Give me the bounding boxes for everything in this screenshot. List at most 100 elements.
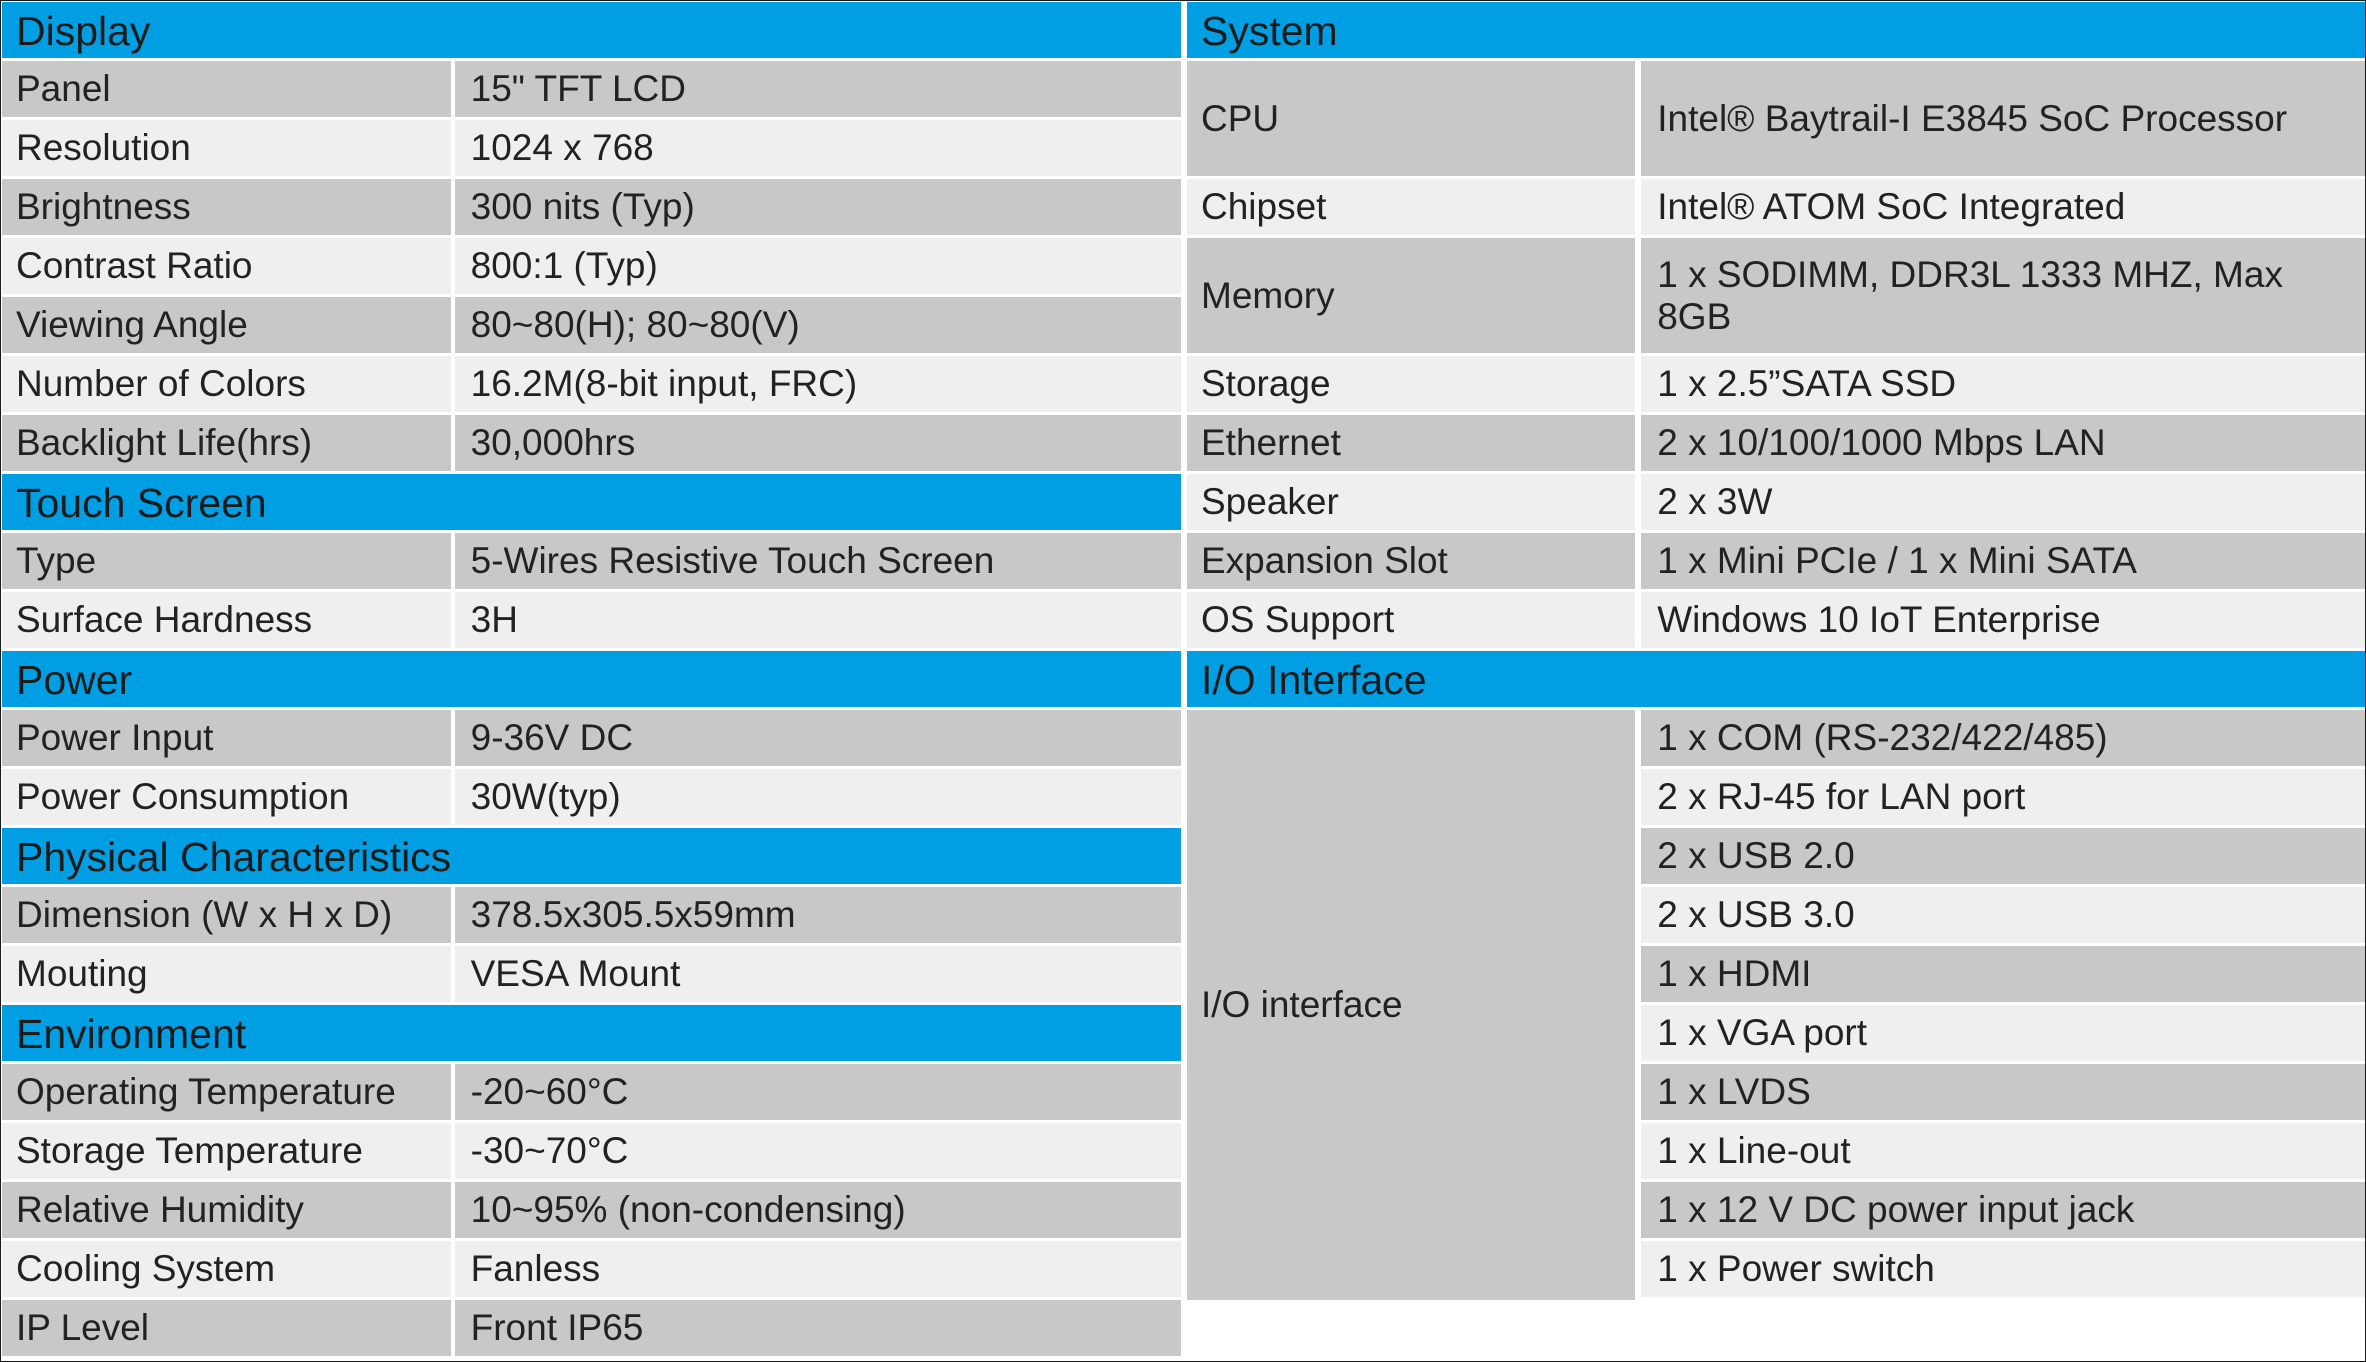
spec-row-ethernet: Ethernet 2 x 10/100/1000 Mbps LAN	[1187, 415, 2365, 471]
spec-row-number-of-colors: Number of Colors 16.2M(8-bit input, FRC)	[2, 356, 1181, 412]
spec-value: 30,000hrs	[454, 415, 1181, 471]
spec-row-brightness: Brightness 300 nits (Typ)	[2, 179, 1181, 235]
spec-row-dimension: Dimension (W x H x D) 378.5x305.5x59mm	[2, 887, 1181, 943]
io-item: 2 x RJ-45 for LAN port	[1641, 769, 2365, 825]
spec-value: 1 x SODIMM, DDR3L 1333 MHZ, Max 8GB	[1641, 238, 2365, 353]
spec-label: Surface Hardness	[2, 592, 451, 648]
spec-value: 2 x 10/100/1000 Mbps LAN	[1641, 415, 2365, 471]
io-item: 1 x LVDS	[1641, 1064, 2365, 1120]
spec-value: Intel® Baytrail-I E3845 SoC Processor	[1641, 61, 2365, 176]
spec-row-chipset: Chipset Intel® ATOM SoC Integrated	[1187, 179, 2365, 235]
spec-row-ip-level: IP Level Front IP65	[2, 1300, 1181, 1356]
spec-label: Speaker	[1187, 474, 1636, 530]
spec-value: -30~70°C	[454, 1123, 1181, 1179]
spec-label: Viewing Angle	[2, 297, 451, 353]
spec-row-speaker: Speaker 2 x 3W	[1187, 474, 2365, 530]
spec-label: CPU	[1187, 61, 1636, 176]
spec-row-memory: Memory 1 x SODIMM, DDR3L 1333 MHZ, Max 8…	[1187, 238, 2365, 353]
io-interface-label: I/O interface	[1187, 710, 1636, 1300]
spec-value: 5-Wires Resistive Touch Screen	[454, 533, 1181, 589]
spec-value: 1 x 2.5”SATA SSD	[1641, 356, 2365, 412]
spec-value: 16.2M(8-bit input, FRC)	[454, 356, 1181, 412]
spec-label: IP Level	[2, 1300, 451, 1356]
io-item: 1 x 12 V DC power input jack	[1641, 1182, 2365, 1238]
spec-value: 800:1 (Typ)	[454, 238, 1181, 294]
section-header-io-interface: I/O Interface	[1187, 651, 2365, 707]
spec-row-cooling-system: Cooling System Fanless	[2, 1241, 1181, 1297]
spec-value: -20~60°C	[454, 1064, 1181, 1120]
spec-value: Intel® ATOM SoC Integrated	[1641, 179, 2365, 235]
spec-row-operating-temperature: Operating Temperature -20~60°C	[2, 1064, 1181, 1120]
spec-label: Panel	[2, 61, 451, 117]
spec-value: Fanless	[454, 1241, 1181, 1297]
spec-row-power-input: Power Input 9-36V DC	[2, 710, 1181, 766]
io-item: 1 x VGA port	[1641, 1005, 2365, 1061]
section-header-display: Display	[2, 2, 1181, 58]
spec-label: Storage	[1187, 356, 1636, 412]
spec-label: Dimension (W x H x D)	[2, 887, 451, 943]
spec-label: Brightness	[2, 179, 451, 235]
io-item: 1 x COM (RS-232/422/485)	[1641, 710, 2365, 766]
section-header-touch-screen: Touch Screen	[2, 474, 1181, 530]
spec-row-expansion-slot: Expansion Slot 1 x Mini PCIe / 1 x Mini …	[1187, 533, 2365, 589]
section-header-power: Power	[2, 651, 1181, 707]
spec-value: Front IP65	[454, 1300, 1181, 1356]
io-interface-block: I/O interface 1 x COM (RS-232/422/485) 2…	[1187, 710, 2365, 1300]
spec-value: 2 x 3W	[1641, 474, 2365, 530]
spec-value: 1024 x 768	[454, 120, 1181, 176]
spec-value: 30W(typ)	[454, 769, 1181, 825]
spec-value: 3H	[454, 592, 1181, 648]
spec-label: Cooling System	[2, 1241, 451, 1297]
spec-row-contrast-ratio: Contrast Ratio 800:1 (Typ)	[2, 238, 1181, 294]
spec-label: Contrast Ratio	[2, 238, 451, 294]
spec-label: Power Consumption	[2, 769, 451, 825]
section-header-environment: Environment	[2, 1005, 1181, 1061]
spec-value: 80~80(H); 80~80(V)	[454, 297, 1181, 353]
io-item: 2 x USB 2.0	[1641, 828, 2365, 884]
section-header-physical-characteristics: Physical Characteristics	[2, 828, 1181, 884]
io-item: 1 x Line-out	[1641, 1123, 2365, 1179]
spec-label: Power Input	[2, 710, 451, 766]
spec-value: Windows 10 IoT Enterprise	[1641, 592, 2365, 648]
spec-row-storage-temperature: Storage Temperature -30~70°C	[2, 1123, 1181, 1179]
left-column: Display Panel 15" TFT LCD Resolution 102…	[2, 2, 1181, 1359]
spec-row-cpu: CPU Intel® Baytrail-I E3845 SoC Processo…	[1187, 61, 2365, 176]
spec-label: Backlight Life(hrs)	[2, 415, 451, 471]
io-item: 1 x Power switch	[1641, 1241, 2365, 1297]
spec-row-backlight-life: Backlight Life(hrs) 30,000hrs	[2, 415, 1181, 471]
spec-row-resolution: Resolution 1024 x 768	[2, 120, 1181, 176]
spec-label: Memory	[1187, 238, 1636, 353]
spec-value: 15" TFT LCD	[454, 61, 1181, 117]
spec-row-surface-hardness: Surface Hardness 3H	[2, 592, 1181, 648]
spec-row-panel: Panel 15" TFT LCD	[2, 61, 1181, 117]
spec-row-power-consumption: Power Consumption 30W(typ)	[2, 769, 1181, 825]
spec-label: Number of Colors	[2, 356, 451, 412]
spec-value: VESA Mount	[454, 946, 1181, 1002]
spec-label: OS Support	[1187, 592, 1636, 648]
spec-value: 1 x Mini PCIe / 1 x Mini SATA	[1641, 533, 2365, 589]
spec-row-type: Type 5-Wires Resistive Touch Screen	[2, 533, 1181, 589]
spec-label: Operating Temperature	[2, 1064, 451, 1120]
spec-label: Expansion Slot	[1187, 533, 1636, 589]
io-item: 2 x USB 3.0	[1641, 887, 2365, 943]
spec-label: Relative Humidity	[2, 1182, 451, 1238]
spec-label: Mouting	[2, 946, 451, 1002]
spec-row-relative-humidity: Relative Humidity 10~95% (non-condensing…	[2, 1182, 1181, 1238]
spec-label: Storage Temperature	[2, 1123, 451, 1179]
spec-row-storage: Storage 1 x 2.5”SATA SSD	[1187, 356, 2365, 412]
spec-value: 378.5x305.5x59mm	[454, 887, 1181, 943]
spec-row-os-support: OS Support Windows 10 IoT Enterprise	[1187, 592, 2365, 648]
spec-value: 10~95% (non-condensing)	[454, 1182, 1181, 1238]
spec-value: 9-36V DC	[454, 710, 1181, 766]
spec-row-mouting: Mouting VESA Mount	[2, 946, 1181, 1002]
spec-label: Type	[2, 533, 451, 589]
spec-row-viewing-angle: Viewing Angle 80~80(H); 80~80(V)	[2, 297, 1181, 353]
io-item: 1 x HDMI	[1641, 946, 2365, 1002]
spec-label: Resolution	[2, 120, 451, 176]
right-column: System CPU Intel® Baytrail-I E3845 SoC P…	[1187, 2, 2365, 1300]
spec-label: Chipset	[1187, 179, 1636, 235]
spec-label: Ethernet	[1187, 415, 1636, 471]
spec-value: 300 nits (Typ)	[454, 179, 1181, 235]
section-header-system: System	[1187, 2, 2365, 58]
